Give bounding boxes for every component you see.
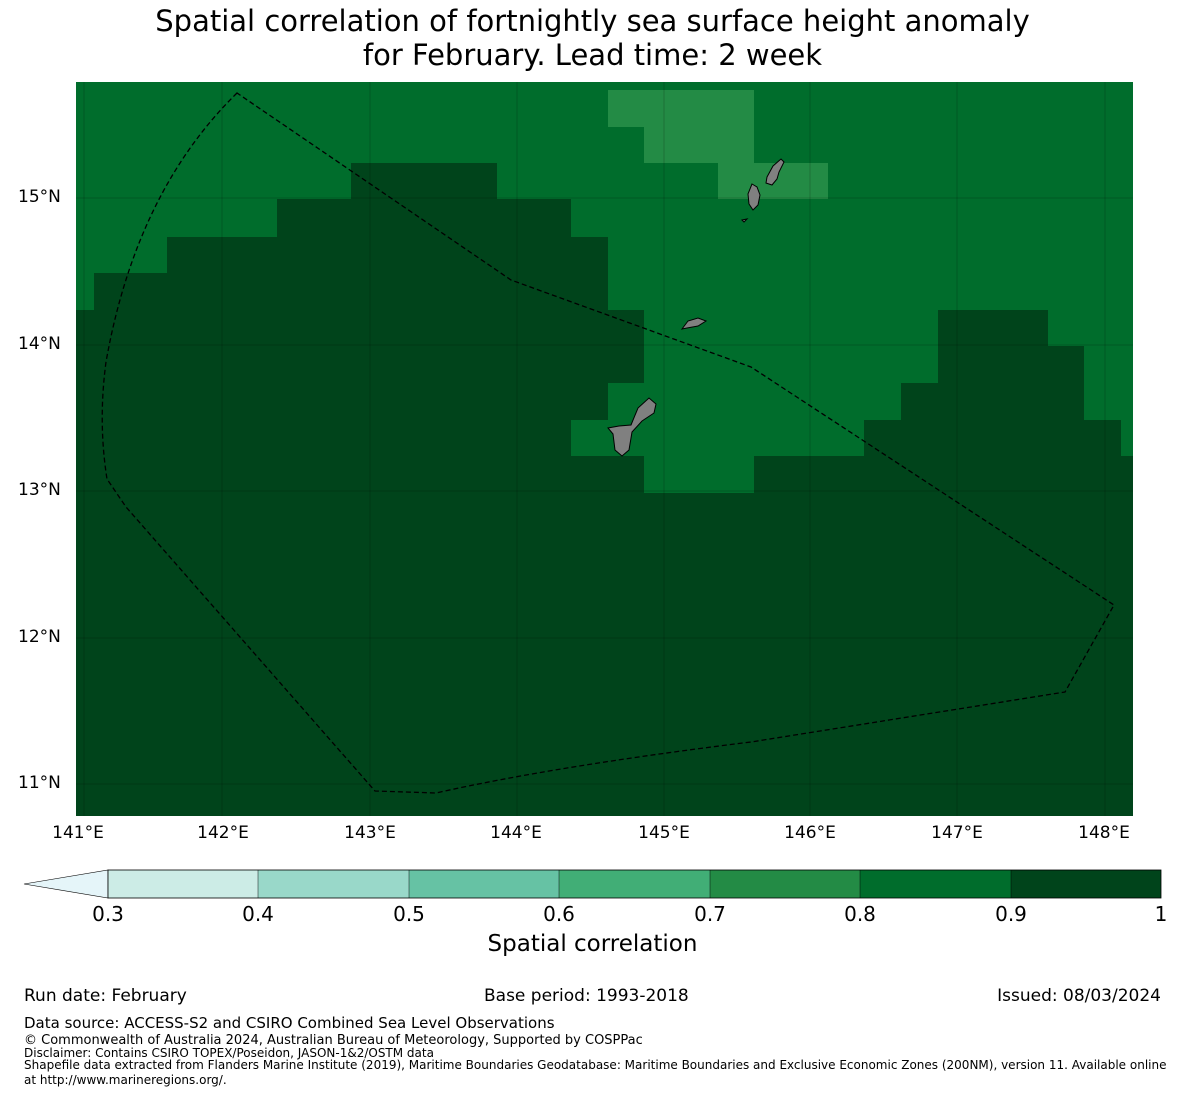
chart-title: Spatial correlation of fortnightly sea s…: [0, 4, 1185, 72]
title-line-1: Spatial correlation of fortnightly sea s…: [155, 4, 1030, 38]
x-tick-148: 148°E: [1078, 823, 1130, 843]
colorbar-band-0.4: [258, 870, 409, 898]
y-tick-13n: 13°N: [18, 480, 61, 500]
tinian-island: [747, 183, 761, 211]
colorbar-band-0.6: [559, 870, 710, 898]
graticule: [76, 82, 1133, 816]
y-tick-12n: 12°N: [18, 627, 61, 647]
y-tick-14n: 14°N: [18, 334, 61, 354]
y-tick-11n: 11°N: [18, 773, 61, 793]
disclaimer: Disclaimer: Contains CSIRO TOPEX/Poseido…: [24, 1046, 434, 1060]
colorbar-band-0.9: [1011, 870, 1161, 898]
x-tick-143: 143°E: [344, 823, 396, 843]
rota-island: [680, 317, 708, 330]
saipan-island: [765, 158, 785, 186]
y-tick-15n: 15°N: [18, 187, 61, 207]
colorbar-band-0.5: [409, 870, 559, 898]
x-tick-147: 147°E: [931, 823, 983, 843]
eez-boundary: [101, 92, 1115, 794]
colorbar-label-0.9: 0.9: [995, 902, 1027, 926]
colorbar-label-0.4: 0.4: [242, 902, 274, 926]
colorbar-title: Spatial correlation: [487, 931, 698, 957]
title-line-2: for February. Lead time: 2 week: [362, 38, 823, 72]
base-period: Base period: 1993-2018: [484, 986, 689, 1006]
colorbar-label-1: 1: [1154, 902, 1168, 926]
x-tick-141: 141°E: [52, 823, 104, 843]
colorbar: [23, 869, 1162, 899]
x-tick-142: 142°E: [197, 823, 249, 843]
run-date: Run date: February: [24, 986, 187, 1006]
x-tick-146: 146°E: [784, 823, 836, 843]
colorbar-band-0.7: [710, 870, 860, 898]
colorbar-label-0.7: 0.7: [694, 902, 726, 926]
map-region-0.9-1: [76, 163, 1133, 816]
colorbar-label-0.3: 0.3: [92, 902, 124, 926]
colorbar-band-0.3: [108, 870, 258, 898]
copyright-notice: © Commonwealth of Australia 2024, Austra…: [24, 1033, 643, 1048]
colorbar-label-0.5: 0.5: [393, 902, 425, 926]
colorbar-label-0.6: 0.6: [543, 902, 575, 926]
islands: [607, 158, 785, 457]
guam-island: [607, 397, 657, 457]
shapefile-credit-line-1: Shapefile data extracted from Flanders M…: [24, 1058, 1167, 1072]
colorbar-label-0.8: 0.8: [844, 902, 876, 926]
colorbar-extend-arrow: [23, 869, 109, 899]
correlation-map: [76, 82, 1133, 816]
issued-date: Issued: 08/03/2024: [997, 986, 1161, 1006]
data-source: Data source: ACCESS-S2 and CSIRO Combine…: [24, 1014, 555, 1032]
shapefile-credit-line-2: at http://www.marineregions.org/.: [24, 1073, 227, 1087]
x-tick-144: 144°E: [490, 823, 542, 843]
colorbar-band-0.8: [860, 870, 1011, 898]
aguijan-island: [740, 218, 749, 223]
x-tick-145: 145°E: [638, 823, 690, 843]
